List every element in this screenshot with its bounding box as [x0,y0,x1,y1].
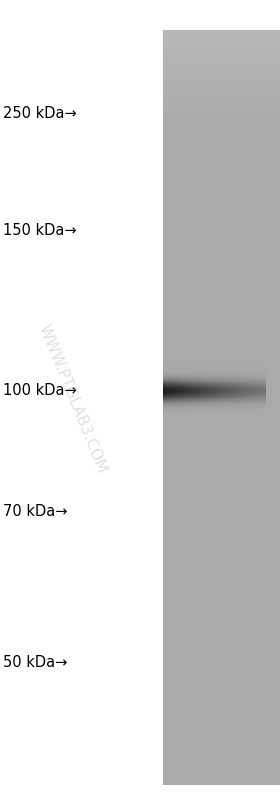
Text: WWW.PTGLAB3.COM: WWW.PTGLAB3.COM [36,323,109,476]
Text: 250 kDa→: 250 kDa→ [3,105,76,121]
Text: 100 kDa→: 100 kDa→ [3,384,76,399]
Text: 70 kDa→: 70 kDa→ [3,504,67,519]
Text: 50 kDa→: 50 kDa→ [3,655,67,670]
Text: 150 kDa→: 150 kDa→ [3,223,76,238]
